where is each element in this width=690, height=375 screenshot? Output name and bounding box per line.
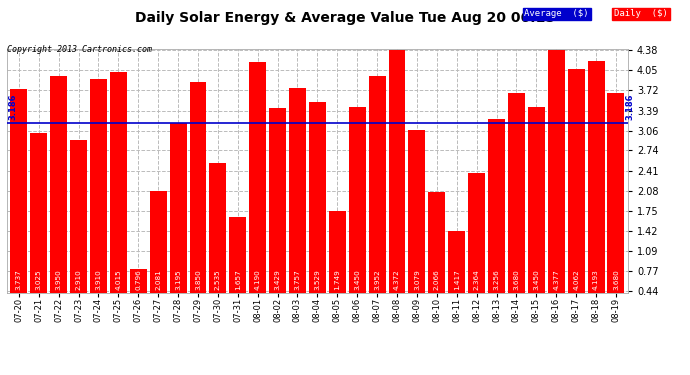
Bar xyxy=(90,79,107,318)
Text: 2.535: 2.535 xyxy=(215,269,221,290)
Bar xyxy=(508,93,525,318)
Text: Copyright 2013 Cartronics.com: Copyright 2013 Cartronics.com xyxy=(7,45,152,54)
Text: 4.015: 4.015 xyxy=(115,269,121,290)
Text: 3.450: 3.450 xyxy=(533,269,540,290)
Text: 3.186: 3.186 xyxy=(626,93,635,120)
Text: 4.062: 4.062 xyxy=(573,269,579,290)
Text: 2.081: 2.081 xyxy=(155,269,161,290)
Bar xyxy=(309,102,326,318)
Bar xyxy=(50,76,67,318)
Text: Daily Solar Energy & Average Value Tue Aug 20 06:15: Daily Solar Energy & Average Value Tue A… xyxy=(135,11,555,25)
Text: 3.950: 3.950 xyxy=(56,269,61,290)
Text: 3.429: 3.429 xyxy=(275,269,281,290)
Bar xyxy=(528,107,545,318)
Bar xyxy=(249,62,266,318)
Bar xyxy=(190,82,206,318)
Text: Average  ($): Average ($) xyxy=(524,9,589,18)
Text: 3.757: 3.757 xyxy=(295,269,301,290)
Text: 3.256: 3.256 xyxy=(493,269,500,290)
Text: 2.364: 2.364 xyxy=(473,269,480,290)
Bar xyxy=(10,89,28,318)
Bar xyxy=(368,76,386,318)
Text: Daily  ($): Daily ($) xyxy=(614,9,668,18)
Bar xyxy=(130,270,147,318)
Text: 0.796: 0.796 xyxy=(135,269,141,290)
Bar xyxy=(469,174,485,318)
Text: 3.079: 3.079 xyxy=(414,269,420,290)
Bar xyxy=(210,163,226,318)
Text: 3.195: 3.195 xyxy=(175,269,181,290)
Text: 2.910: 2.910 xyxy=(75,269,81,290)
Text: 4.193: 4.193 xyxy=(593,269,599,290)
Bar xyxy=(170,123,186,318)
Bar xyxy=(408,130,425,318)
Text: 3.529: 3.529 xyxy=(315,269,320,290)
Bar xyxy=(428,192,445,318)
Bar xyxy=(568,69,584,318)
Bar xyxy=(229,217,246,318)
Text: 3.680: 3.680 xyxy=(513,269,520,290)
Text: 3.025: 3.025 xyxy=(36,269,42,290)
Text: 3.850: 3.850 xyxy=(195,269,201,290)
Text: 4.377: 4.377 xyxy=(553,269,560,290)
Text: 2.066: 2.066 xyxy=(434,269,440,290)
Text: 3.737: 3.737 xyxy=(16,269,22,290)
Text: 1.749: 1.749 xyxy=(334,269,340,290)
Bar xyxy=(588,62,604,318)
Bar xyxy=(348,107,366,318)
Bar xyxy=(607,93,624,318)
Bar xyxy=(289,88,306,318)
Text: 3.450: 3.450 xyxy=(354,269,360,290)
Bar xyxy=(448,231,465,318)
Bar xyxy=(70,140,87,318)
Bar xyxy=(388,51,406,318)
Bar xyxy=(30,133,47,318)
Text: 3.952: 3.952 xyxy=(374,269,380,290)
Text: 4.372: 4.372 xyxy=(394,269,400,290)
Text: 3.186: 3.186 xyxy=(9,93,18,120)
Bar xyxy=(548,50,564,318)
Bar xyxy=(150,191,166,318)
Text: 3.680: 3.680 xyxy=(613,269,619,290)
Bar xyxy=(329,211,346,318)
Text: 3.910: 3.910 xyxy=(95,269,101,290)
Bar xyxy=(488,119,505,318)
Text: 4.190: 4.190 xyxy=(255,269,261,290)
Text: 1.657: 1.657 xyxy=(235,269,241,290)
Text: 1.417: 1.417 xyxy=(454,269,460,290)
Bar xyxy=(110,72,127,318)
Bar xyxy=(269,108,286,318)
